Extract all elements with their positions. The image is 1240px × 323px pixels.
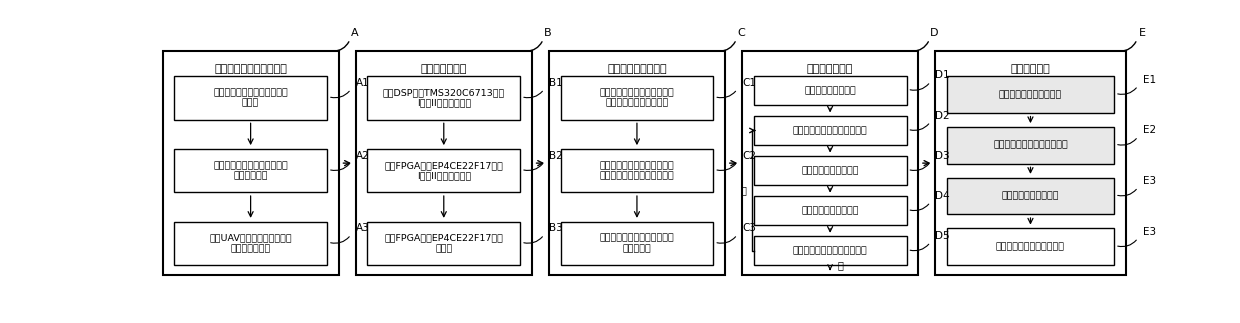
- Text: 中间膜间进行信息交流: 中间膜间进行信息交流: [801, 206, 859, 215]
- Bar: [162, 51, 339, 275]
- Text: 采用DSP芯片TMS320C6713构建
I型、II型两种基本膜: 采用DSP芯片TMS320C6713构建 I型、II型两种基本膜: [383, 88, 505, 108]
- Bar: [560, 222, 713, 265]
- Bar: [174, 222, 327, 265]
- Bar: [367, 222, 521, 265]
- Bar: [174, 149, 327, 192]
- Text: 生成位置坐标初始值: 生成位置坐标初始值: [805, 86, 856, 95]
- Text: C3: C3: [743, 224, 756, 234]
- Text: 是: 是: [838, 260, 843, 270]
- Text: A3: A3: [356, 224, 370, 234]
- Bar: [549, 51, 725, 275]
- Text: C1: C1: [743, 78, 756, 88]
- Text: B3: B3: [549, 224, 563, 234]
- Bar: [367, 149, 521, 192]
- Text: E: E: [1138, 27, 1146, 37]
- Bar: [947, 228, 1114, 265]
- Text: 采用FPGA芯片EP4CE22F17构建
I型、II型两种中间膜: 采用FPGA芯片EP4CE22F17构建 I型、II型两种中间膜: [384, 161, 503, 180]
- Text: B2: B2: [549, 151, 563, 161]
- Bar: [754, 116, 906, 145]
- Text: C2: C2: [743, 151, 756, 161]
- Text: D3: D3: [935, 151, 950, 161]
- Bar: [356, 51, 532, 275]
- Text: 以等距点为圆心作平滑圆弧: 以等距点为圆心作平滑圆弧: [996, 242, 1065, 251]
- Text: D2: D2: [935, 110, 950, 120]
- Text: E3: E3: [1143, 227, 1156, 237]
- Bar: [947, 127, 1114, 164]
- Text: D1: D1: [935, 70, 950, 80]
- Text: 航迹平滑处理: 航迹平滑处理: [1011, 64, 1050, 74]
- Bar: [743, 51, 918, 275]
- Text: A2: A2: [356, 151, 370, 161]
- Text: 计算相邻两航迹段夹角值: 计算相邻两航迹段夹角值: [999, 90, 1063, 99]
- Text: A: A: [351, 27, 358, 37]
- Text: 两种基本膜同时进行航迹搜索: 两种基本膜同时进行航迹搜索: [792, 126, 868, 135]
- Text: D5: D5: [935, 231, 950, 241]
- Bar: [560, 76, 713, 120]
- Text: 对航迹点三维搜索空间进行坐
标转换和离散化缩减处理: 对航迹点三维搜索空间进行坐 标转换和离散化缩减处理: [600, 88, 675, 108]
- Bar: [560, 149, 713, 192]
- Text: 达到迭代门限表层膜输出最优: 达到迭代门限表层膜输出最优: [792, 246, 868, 255]
- Text: 相关参数初始化设置: 相关参数初始化设置: [608, 64, 667, 74]
- Text: 角平分线上找出等距点: 角平分线上找出等距点: [1002, 192, 1059, 201]
- Text: 综合威胁代价和燃油代价建立
航迹优化模型: 综合威胁代价和燃油代价建立 航迹优化模型: [213, 161, 288, 180]
- Text: 最优航迹点搜索: 最优航迹点搜索: [807, 64, 853, 74]
- Bar: [754, 236, 906, 265]
- Text: 构建细胞膜结构: 构建细胞膜结构: [420, 64, 467, 74]
- Text: D: D: [930, 27, 939, 37]
- Bar: [935, 51, 1126, 275]
- Text: 通过函数建立模拟三维地形环
境模型: 通过函数建立模拟三维地形环 境模型: [213, 88, 288, 108]
- Bar: [754, 196, 906, 225]
- Text: E1: E1: [1143, 75, 1156, 85]
- Bar: [947, 76, 1114, 113]
- Text: 基本膜间进行信息交流: 基本膜间进行信息交流: [801, 166, 859, 175]
- Bar: [754, 156, 906, 185]
- Text: B: B: [544, 27, 552, 37]
- Text: E2: E2: [1143, 125, 1156, 135]
- Bar: [174, 76, 327, 120]
- Text: 根据UAV自身物理约束建立航
迹寻优约束模型: 根据UAV自身物理约束建立航 迹寻优约束模型: [210, 234, 291, 253]
- Text: 采用FPGA芯片EP4CE22F17构建
表层膜: 采用FPGA芯片EP4CE22F17构建 表层膜: [384, 234, 503, 253]
- Bar: [367, 76, 521, 120]
- Text: 作相邻航迹段夹角的角平分线: 作相邻航迹段夹角的角平分线: [993, 141, 1068, 150]
- Text: 否: 否: [740, 186, 746, 196]
- Bar: [754, 76, 906, 105]
- Text: A1: A1: [356, 78, 370, 88]
- Text: 地形环境与航迹优化建模: 地形环境与航迹优化建模: [215, 64, 286, 74]
- Text: B1: B1: [549, 78, 563, 88]
- Text: 对基本膜内寻优算法参数进行
初始化设置: 对基本膜内寻优算法参数进行 初始化设置: [600, 234, 675, 253]
- Bar: [947, 178, 1114, 214]
- Text: 对地形环境、航迹评价、寻优
约束模型参数进行初始化设置: 对地形环境、航迹评价、寻优 约束模型参数进行初始化设置: [600, 161, 675, 180]
- Text: C: C: [738, 27, 745, 37]
- Text: E3: E3: [1143, 176, 1156, 186]
- Text: D4: D4: [935, 191, 950, 201]
